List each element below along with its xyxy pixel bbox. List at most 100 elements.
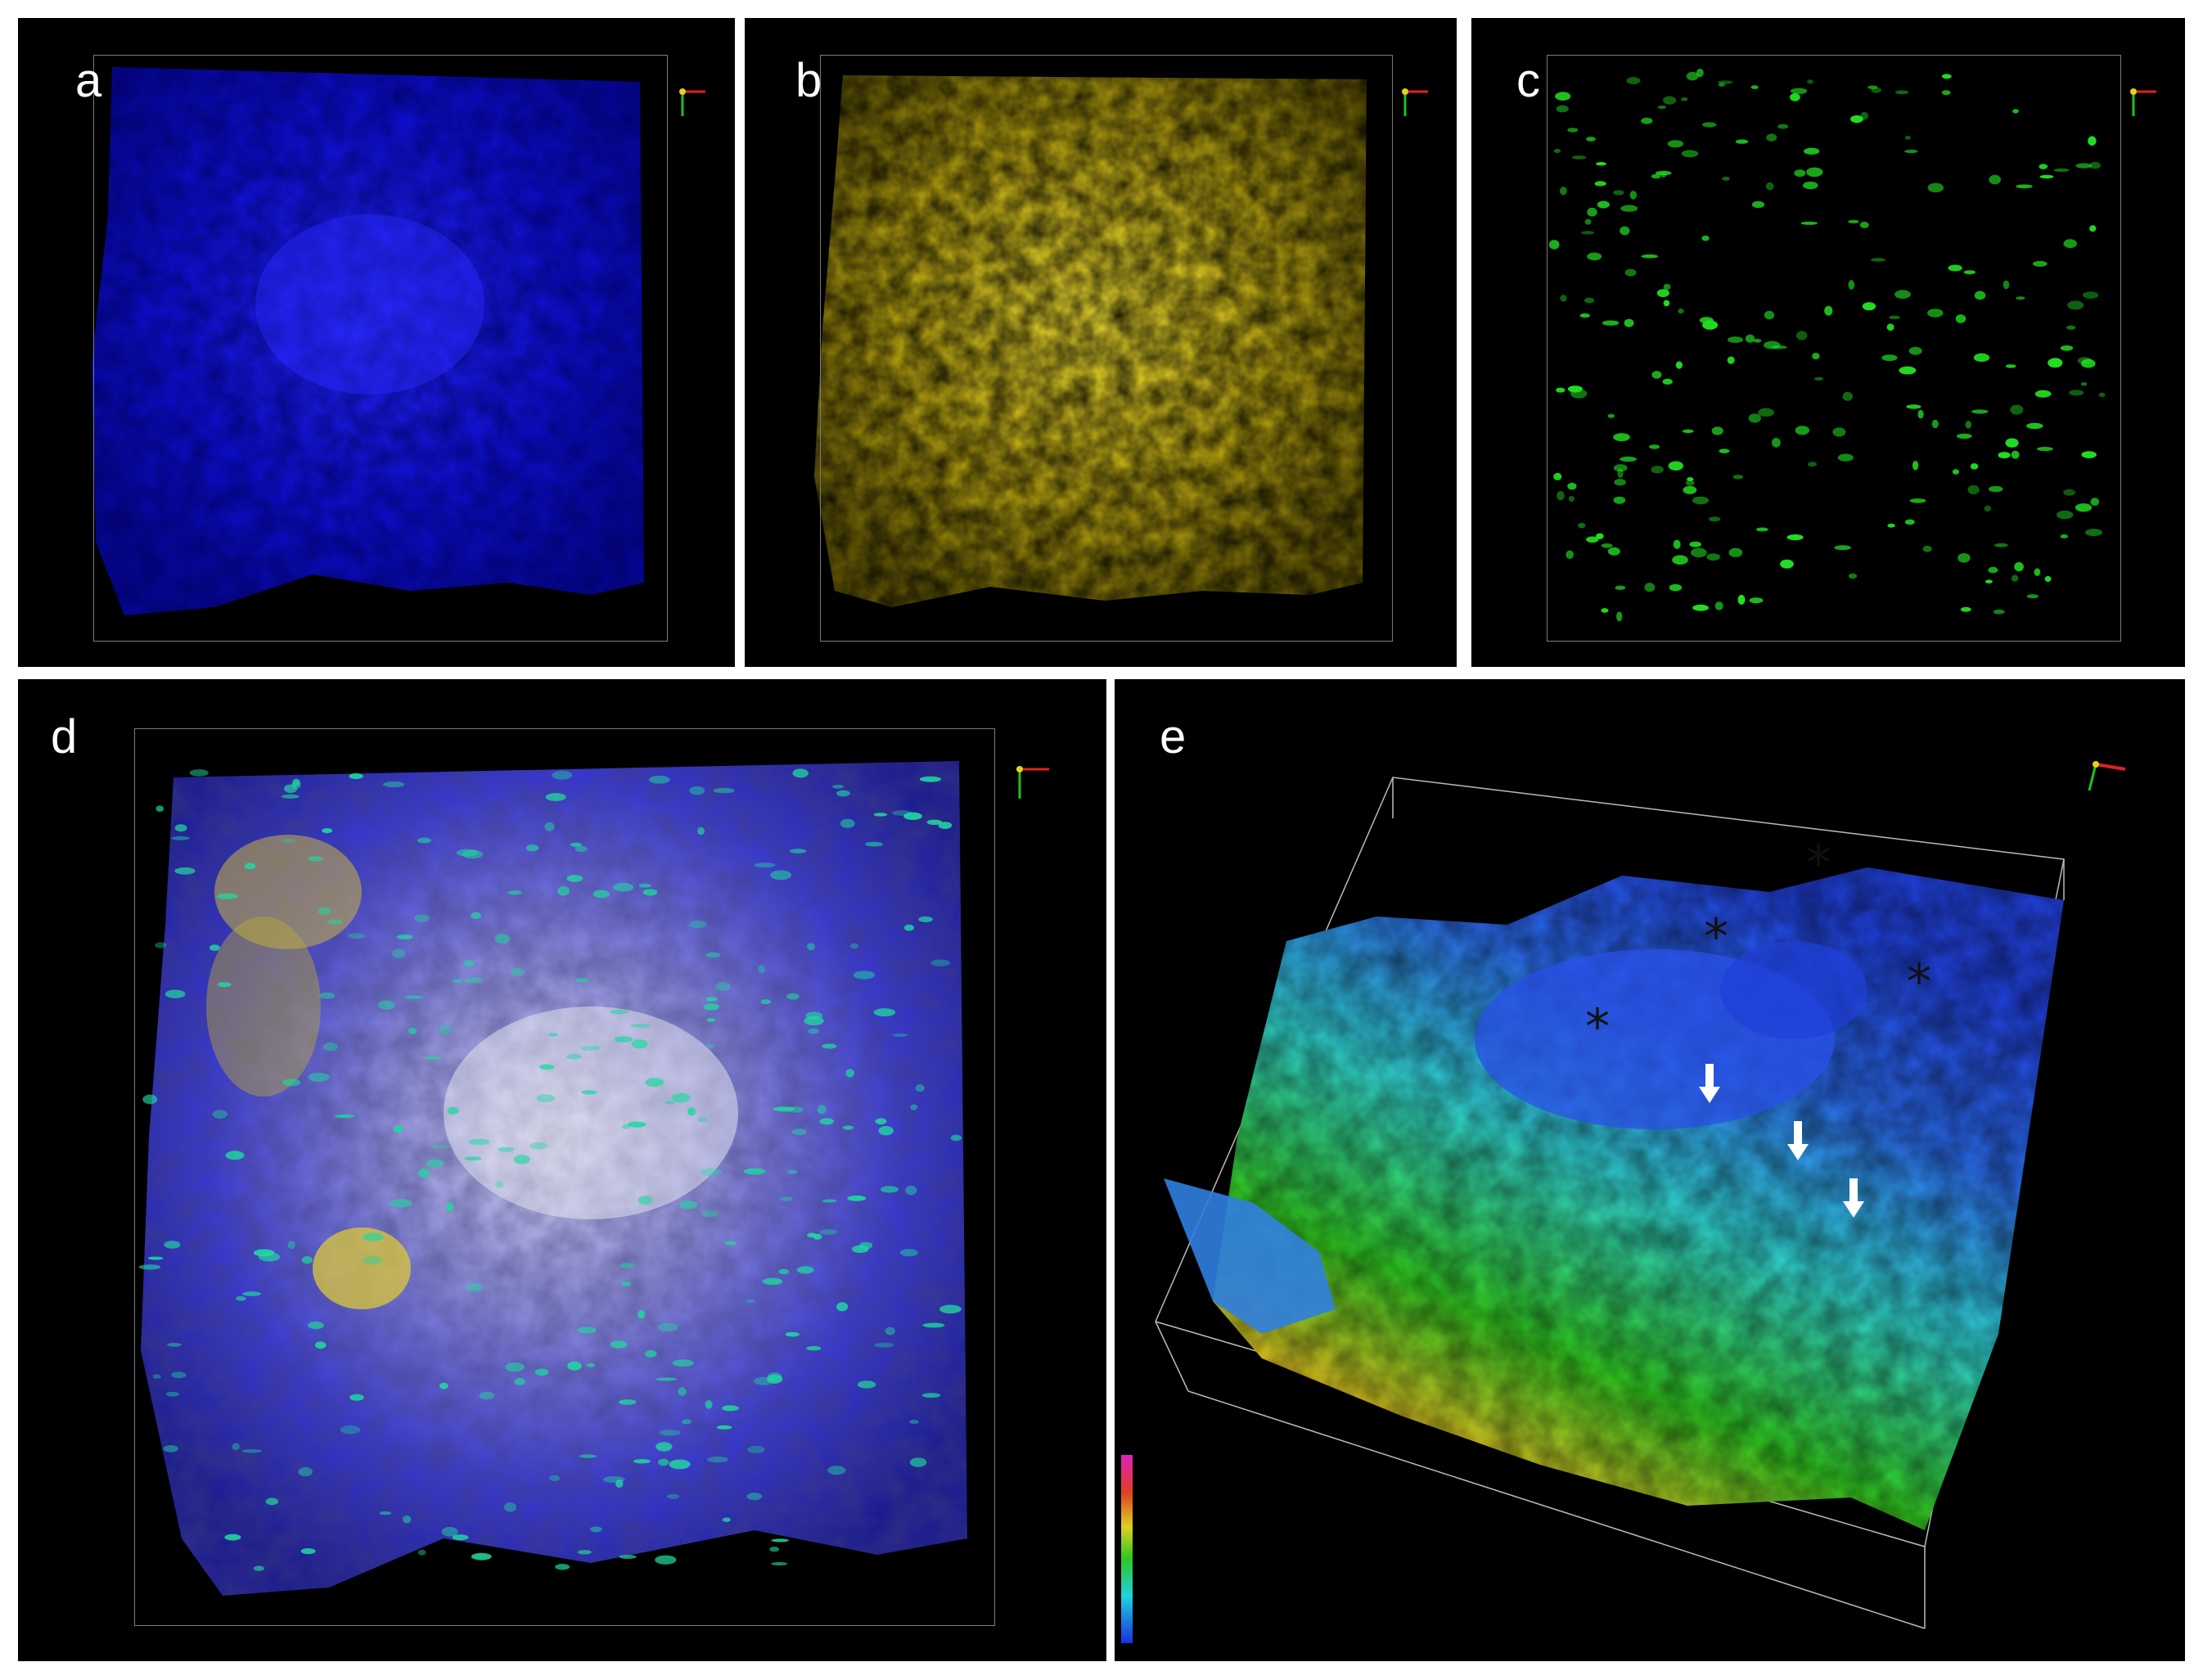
nucleus-speckle (753, 1376, 774, 1385)
asterisk-marker: * (1585, 998, 1610, 1056)
panel-label-e: e (1160, 710, 1187, 763)
nucleus-speckle (1651, 466, 1664, 474)
nucleus-speckle (2081, 358, 2096, 368)
nucleus-speckle (1594, 181, 1606, 187)
nucleus-speckle (1714, 601, 1723, 610)
nucleus-speckle (301, 1256, 313, 1264)
nucleus-speckle (836, 1302, 849, 1312)
nucleus-speckle (1842, 391, 1853, 401)
nucleus-speckle (1728, 547, 1743, 557)
nucleus-speckle (2032, 260, 2048, 267)
nucleus-speckle (1620, 205, 1638, 212)
nucleus-speckle (1795, 331, 1808, 340)
nucleus-speckle (1641, 254, 1659, 259)
nucleus-speckle (545, 793, 566, 801)
nucleus-speckle (592, 890, 610, 899)
nucleus-speckle (1613, 464, 1628, 472)
nucleus-speckle (1894, 290, 1911, 300)
nucleus-speckle (167, 1343, 182, 1347)
nucleus-speckle (2026, 594, 2039, 599)
nucleus-speckle (1886, 323, 1894, 331)
nucleus-speckle (1586, 137, 1596, 142)
nucleus-speckle (282, 794, 300, 799)
nucleus-speckle (439, 1025, 452, 1035)
nucleus-speckle (787, 1169, 798, 1174)
nucleus-speckle (2016, 296, 2025, 300)
nucleus-speckle (1790, 92, 1800, 101)
nucleus-speckle (236, 1295, 246, 1301)
nucleus-speckle (2066, 325, 2076, 330)
nucleus-speckle (853, 971, 876, 980)
nucleus-speckle (1651, 371, 1662, 379)
nucleus-speckle (2069, 390, 2084, 396)
nucleus-speckle (1615, 585, 1626, 590)
nucleus-speckle (1727, 356, 1735, 364)
panel-b: b (745, 18, 1457, 667)
nucleus-speckle (630, 1023, 651, 1029)
nucleus-speckle (1889, 315, 1900, 320)
nucleus-speckle (300, 1548, 316, 1555)
nucleus-speckle (2075, 163, 2093, 169)
bounding-frame (1547, 55, 2121, 642)
nucleus-speckle (1803, 181, 1818, 190)
nucleus-speckle (1557, 491, 1565, 501)
nucleus-speckle (2080, 382, 2088, 386)
nucleus-speckle (689, 920, 707, 929)
nucleus-speckle (2034, 390, 2052, 398)
nucleus-speckle (637, 1310, 646, 1319)
nucleus-speckle (666, 1493, 680, 1499)
nucleus-speckle (615, 1479, 624, 1489)
nucleus-speckle (445, 1202, 454, 1211)
nucleus-speckle (716, 1425, 732, 1430)
nucleus-speckle (577, 1326, 597, 1334)
nucleus-speckle (1718, 83, 1725, 87)
nucleus-speckle (892, 810, 912, 816)
nucleus-speckle (713, 787, 735, 794)
nucleus-speckle (849, 943, 859, 949)
asterisk-marker: * (1704, 908, 1728, 966)
nucleus-speckle (1984, 505, 1992, 512)
nucleus-speckle (1906, 404, 1921, 409)
nucleus-speckle (707, 1457, 728, 1463)
nucleus-speckle (847, 1195, 867, 1201)
nucleus-speckle (1572, 155, 1587, 160)
nucleus-speckle (308, 1321, 324, 1330)
nucleus-speckle (703, 1003, 719, 1011)
nucleus-speckle (2083, 291, 2099, 299)
nucleus-speckle (922, 1322, 945, 1328)
nucleus-speckle (1955, 314, 1966, 323)
nucleus-speckle (1812, 353, 1820, 360)
nucleus-speckle (621, 1281, 631, 1286)
nucleus-speckle (224, 1534, 241, 1541)
nucleus-speckle (1870, 258, 1885, 262)
nucleus-speckle (1764, 340, 1781, 349)
nucleus-speckle (1689, 541, 1701, 547)
nucleus-speckle (2012, 109, 2019, 114)
nucleus-speckle (658, 1458, 669, 1466)
panel-label-b: b (795, 54, 822, 107)
nucleus-speckle (340, 1425, 361, 1435)
nucleus-speckle (665, 1101, 676, 1105)
nucleus-speckle (1732, 475, 1744, 480)
nucleus-speckle (2063, 239, 2077, 249)
nucleus-speckle (1908, 346, 1922, 355)
nucleus-speckle (1922, 545, 1932, 552)
nucleus-speckle (2067, 300, 2084, 310)
nucleus-speckle (926, 819, 943, 825)
nucleus-speckle (1680, 97, 1688, 101)
nucleus-speckle (1894, 90, 1909, 95)
nucleus-speckle (555, 1564, 570, 1570)
nucleus-speckle (1601, 608, 1609, 613)
nucleus-speckle (212, 1110, 228, 1119)
nucleus-speckle (1735, 139, 1749, 144)
nucleus-speckle (757, 965, 766, 974)
nucleus-speckle (171, 835, 190, 840)
nucleus-speckle (1750, 85, 1759, 89)
nucleus-speckle (836, 790, 850, 797)
nucleus-speckle (1587, 252, 1602, 261)
nucleus-speckle (349, 772, 363, 780)
nucleus-speckle (865, 841, 883, 847)
nucleus-speckle (393, 1125, 403, 1133)
nucleus-speckle (2081, 451, 2097, 458)
nucleus-speckle (2089, 225, 2097, 232)
